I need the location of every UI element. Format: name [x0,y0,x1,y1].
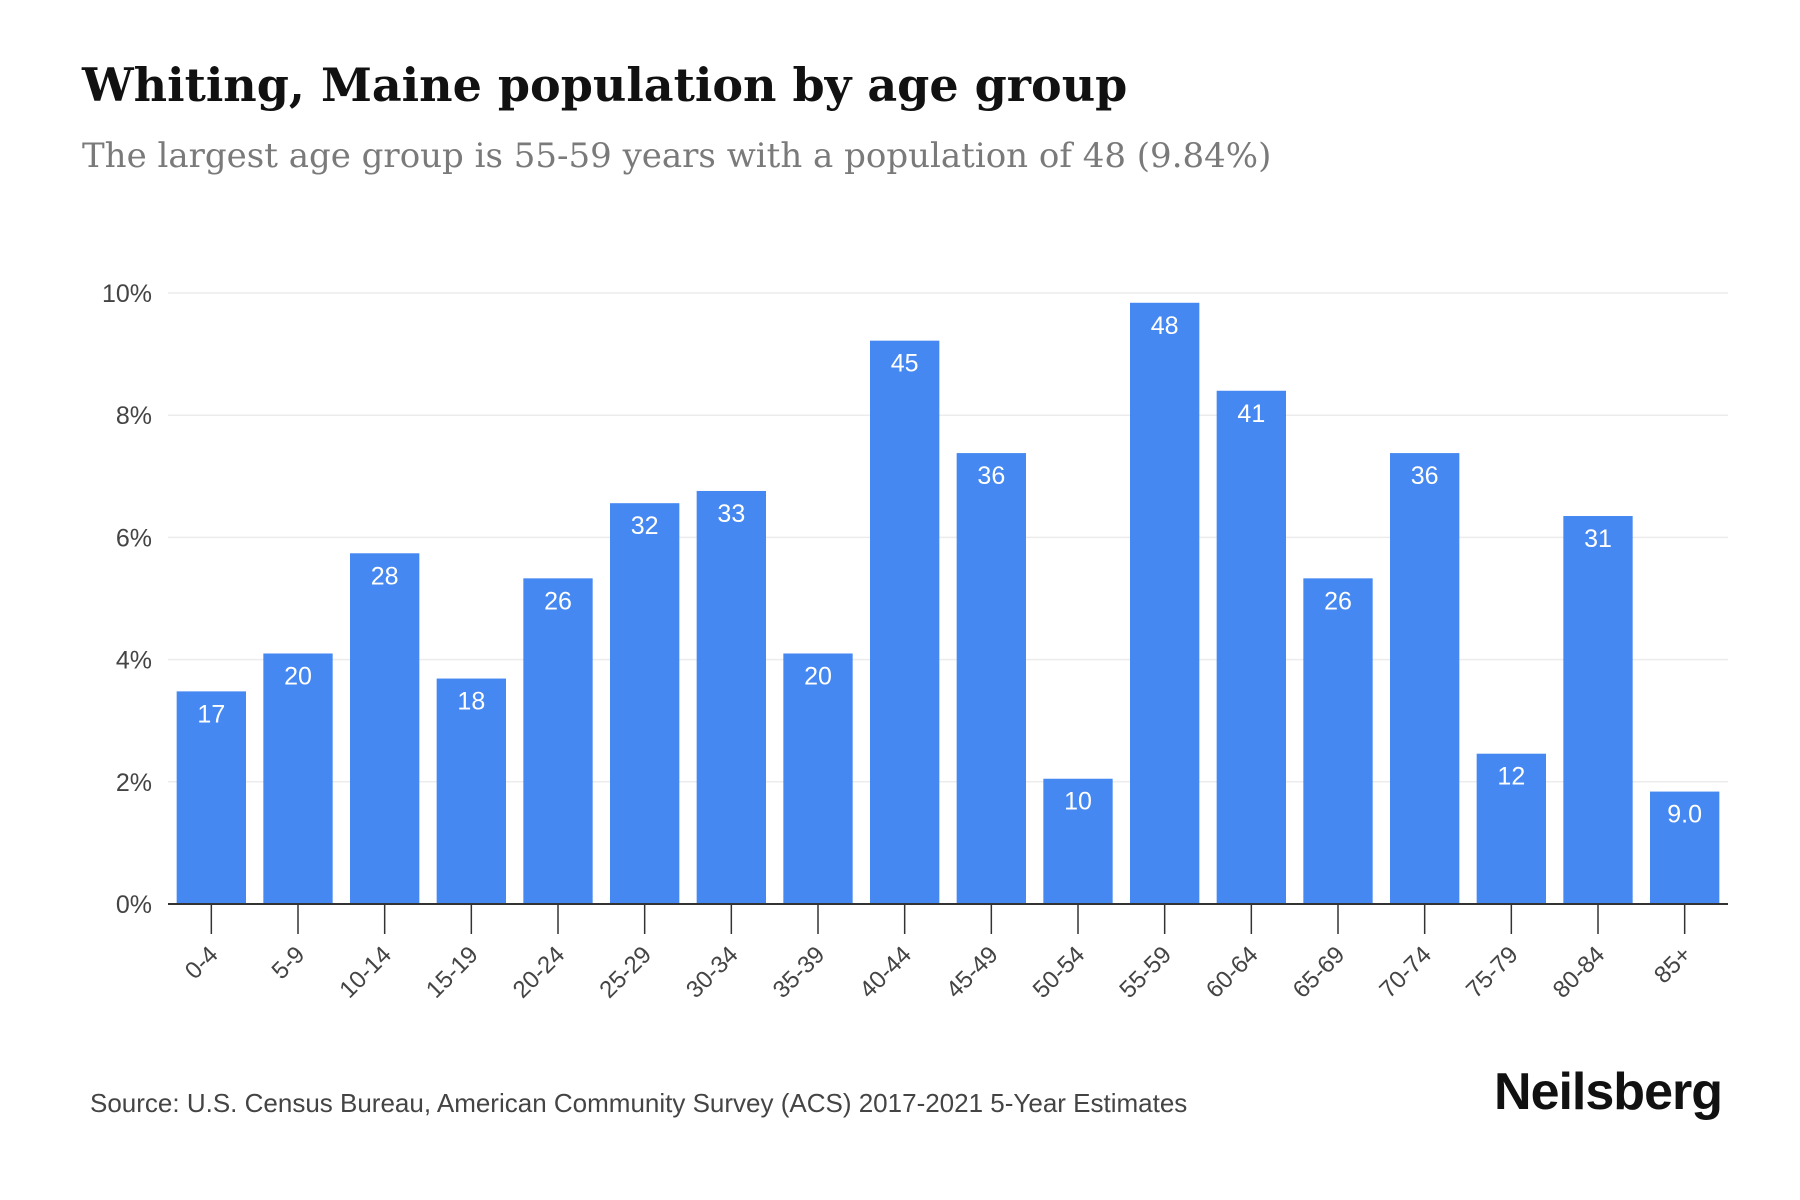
bar [696,490,766,904]
x-tick-label: 20-24 [508,941,571,1004]
bar [1650,791,1720,904]
bar-value-label: 26 [1324,587,1352,615]
bar-value-label: 45 [891,350,919,378]
y-axis-ticks: 0% 2% 4% 6% 8% 10% [102,280,152,919]
bar-value-label: 31 [1584,525,1612,553]
y-tick-label: 8% [116,402,152,430]
x-tick-label: 65-69 [1288,941,1351,1004]
bar-value-label: 18 [457,688,485,716]
chart-title: Whiting, Maine population by age group [82,58,1128,112]
x-tick-label: 10-14 [334,941,397,1004]
bar [1216,390,1286,904]
gridlines [168,292,1728,783]
bar-value-label: 20 [284,662,312,690]
y-tick-label: 4% [116,647,152,675]
bar [783,653,853,904]
bar-value-label: 26 [544,587,572,615]
x-tick-label: 80-84 [1548,941,1611,1004]
bar-value-label: 10 [1064,788,1092,816]
bar-value-label: 32 [631,512,659,540]
x-tick-label: 25-29 [594,941,657,1004]
x-tick-label: 55-59 [1114,941,1177,1004]
bar-value-label: 48 [1151,312,1179,340]
y-tick-label: 6% [116,524,152,552]
x-tick-label: 75-79 [1461,941,1524,1004]
x-tick-label: 35-39 [768,941,831,1004]
bar-value-label: 17 [197,700,225,728]
bar [523,578,593,904]
bar [956,453,1026,904]
x-axis: 0-4 5-9 10-14 15-19 20-24 25-29 30-34 35-39 40-4… [168,903,1728,1004]
bar-chart: 0% 2% 4% 6% 8% 10% 17 20 28 18 26 32 33 20 45 36 10 48 41… [102,280,1728,1004]
x-tick-label: 45-49 [941,941,1004,1004]
bar-value-label: 28 [371,562,399,590]
bar-value-label: 41 [1237,400,1265,428]
bar [1390,453,1460,904]
bar-value-label: 20 [804,662,832,690]
chart-subtitle: The largest age group is 55-59 years wit… [82,136,1272,176]
bar-value-label: 9.0 [1667,801,1702,829]
source-note: Source: U.S. Census Bureau, American Com… [90,1088,1188,1118]
x-tick-label: 50-54 [1028,941,1091,1004]
bar [1043,778,1113,904]
bar [1130,302,1200,904]
brand-logo: Neilsberg [1494,1063,1723,1121]
bar-value-label: 12 [1497,763,1525,791]
y-tick-label: 10% [102,280,152,308]
bar [436,678,506,904]
y-tick-label: 2% [116,769,152,797]
x-tick-label: 70-74 [1374,941,1437,1004]
bar [870,340,940,905]
bar [263,653,333,904]
bar [1563,516,1633,904]
bar [1303,578,1373,904]
x-tick-label: 60-64 [1201,941,1264,1004]
x-tick-label: 5-9 [267,941,311,985]
bar [610,503,680,904]
y-tick-label: 0% [116,891,152,919]
x-tick-label: 30-34 [681,941,744,1004]
x-tick-label: 40-44 [854,941,917,1004]
bar [350,553,420,904]
x-tick-label: 15-19 [421,941,484,1004]
bar-value-label: 36 [977,462,1005,490]
bar-value-label: 36 [1411,462,1439,490]
bar-value-label: 33 [717,500,745,528]
bar [1476,753,1546,904]
x-tick-label: 85+ [1649,941,1697,989]
bar [176,691,246,904]
x-tick-label: 0-4 [180,941,224,985]
bars: 17 20 28 18 26 32 33 20 45 36 10 48 41 26 36 12 31 9.0 [176,302,1720,905]
